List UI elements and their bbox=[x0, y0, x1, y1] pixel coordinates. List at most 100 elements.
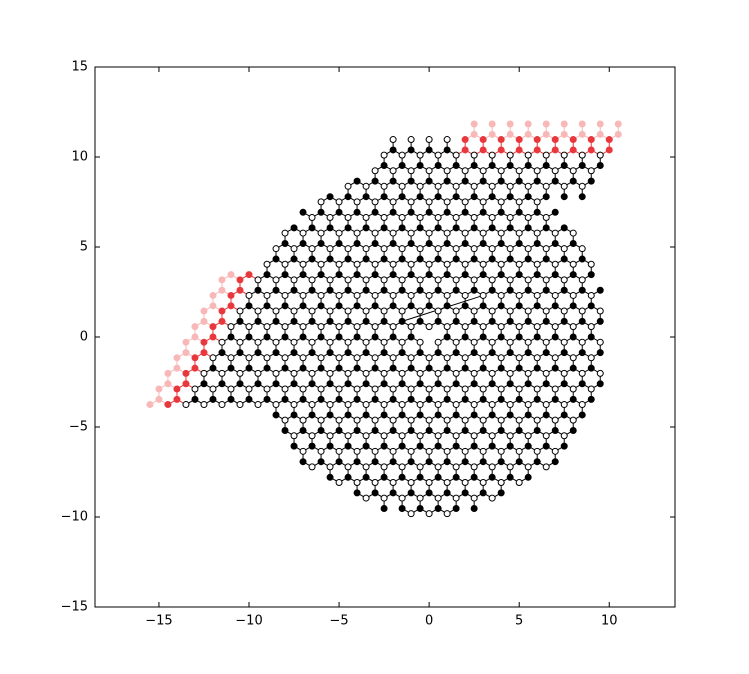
site bbox=[416, 442, 424, 450]
site bbox=[542, 432, 550, 440]
site bbox=[227, 333, 235, 341]
site bbox=[362, 255, 370, 263]
site bbox=[344, 401, 352, 409]
site bbox=[407, 146, 415, 154]
site bbox=[389, 177, 397, 185]
site bbox=[353, 447, 361, 455]
site bbox=[497, 271, 505, 279]
site bbox=[452, 276, 460, 284]
site bbox=[398, 193, 406, 201]
site bbox=[452, 338, 460, 346]
site bbox=[335, 198, 343, 206]
site bbox=[227, 354, 235, 362]
site bbox=[317, 354, 325, 362]
site bbox=[479, 302, 487, 310]
site bbox=[236, 369, 244, 377]
site bbox=[353, 239, 361, 247]
site bbox=[560, 286, 568, 294]
site bbox=[326, 286, 334, 294]
site bbox=[587, 136, 595, 144]
site bbox=[326, 369, 334, 377]
site bbox=[497, 229, 505, 237]
site bbox=[596, 120, 604, 128]
site bbox=[218, 401, 226, 409]
site bbox=[398, 463, 406, 471]
site bbox=[371, 208, 379, 216]
site bbox=[524, 380, 532, 388]
site bbox=[506, 213, 514, 221]
site bbox=[452, 317, 460, 325]
site bbox=[515, 395, 523, 403]
site bbox=[380, 286, 388, 294]
site bbox=[560, 130, 568, 138]
site bbox=[470, 463, 478, 471]
site bbox=[416, 224, 424, 232]
site bbox=[515, 177, 523, 185]
site bbox=[290, 432, 298, 440]
site bbox=[272, 349, 280, 357]
site bbox=[578, 130, 586, 138]
site bbox=[479, 416, 487, 424]
y-tick-label: −5 bbox=[69, 420, 88, 435]
site bbox=[479, 333, 487, 341]
site bbox=[587, 323, 595, 331]
site bbox=[434, 245, 442, 253]
site bbox=[524, 245, 532, 253]
site bbox=[200, 317, 208, 325]
site bbox=[533, 458, 541, 466]
site bbox=[497, 198, 505, 206]
site bbox=[299, 229, 307, 237]
site bbox=[380, 442, 388, 450]
site bbox=[434, 380, 442, 388]
site bbox=[479, 395, 487, 403]
site bbox=[596, 369, 604, 377]
site bbox=[596, 317, 604, 325]
site bbox=[290, 245, 298, 253]
site bbox=[524, 473, 532, 481]
site bbox=[488, 162, 496, 170]
site bbox=[299, 395, 307, 403]
site bbox=[272, 338, 280, 346]
site bbox=[299, 364, 307, 372]
site bbox=[299, 239, 307, 247]
site bbox=[389, 333, 397, 341]
site bbox=[569, 354, 577, 362]
site bbox=[389, 427, 397, 435]
site bbox=[236, 286, 244, 294]
site bbox=[560, 317, 568, 325]
site bbox=[182, 401, 190, 409]
site bbox=[506, 276, 514, 284]
site bbox=[335, 208, 343, 216]
x-tick-label: 10 bbox=[601, 614, 618, 629]
site bbox=[587, 177, 595, 185]
site bbox=[506, 182, 514, 190]
site bbox=[479, 229, 487, 237]
site bbox=[524, 213, 532, 221]
site bbox=[542, 307, 550, 315]
site bbox=[470, 276, 478, 284]
site bbox=[614, 130, 622, 138]
site bbox=[299, 260, 307, 268]
site bbox=[443, 447, 451, 455]
site bbox=[461, 478, 469, 486]
site bbox=[218, 349, 226, 357]
site bbox=[191, 385, 199, 393]
x-tick-label: −15 bbox=[145, 614, 172, 629]
site bbox=[362, 463, 370, 471]
site bbox=[398, 349, 406, 357]
site bbox=[344, 286, 352, 294]
site bbox=[488, 411, 496, 419]
site bbox=[587, 291, 595, 299]
site bbox=[443, 323, 451, 331]
site bbox=[326, 245, 334, 253]
site bbox=[335, 447, 343, 455]
y-tick-label: −15 bbox=[61, 600, 88, 615]
site bbox=[461, 447, 469, 455]
site bbox=[344, 442, 352, 450]
site bbox=[263, 385, 271, 393]
site bbox=[398, 338, 406, 346]
site bbox=[560, 193, 568, 201]
site bbox=[362, 182, 370, 190]
site bbox=[317, 395, 325, 403]
site bbox=[398, 494, 406, 502]
